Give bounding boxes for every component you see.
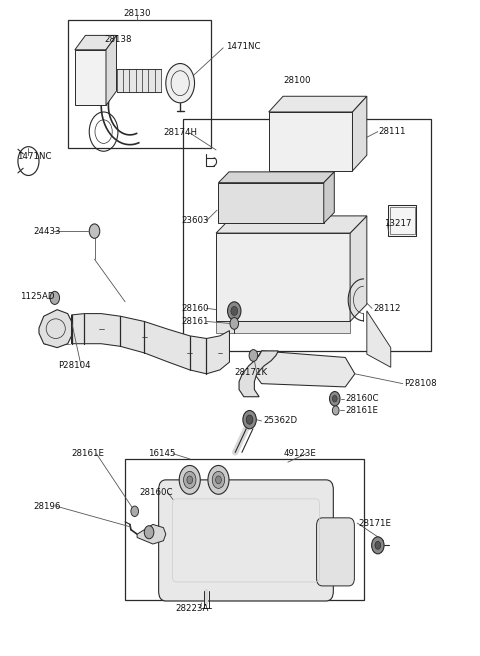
Circle shape bbox=[372, 537, 384, 554]
Text: 28161: 28161 bbox=[181, 317, 209, 326]
Text: 28174H: 28174H bbox=[163, 129, 197, 137]
Circle shape bbox=[375, 541, 381, 549]
Bar bbox=[388, 205, 416, 236]
Text: 28112: 28112 bbox=[373, 304, 400, 313]
Polygon shape bbox=[75, 35, 117, 50]
Circle shape bbox=[166, 64, 194, 103]
Bar bbox=[68, 20, 211, 148]
Circle shape bbox=[179, 466, 200, 494]
Polygon shape bbox=[367, 311, 391, 367]
Polygon shape bbox=[254, 351, 355, 387]
Bar bbox=[218, 182, 324, 223]
Text: 13217: 13217 bbox=[384, 218, 411, 228]
Circle shape bbox=[230, 318, 239, 329]
Bar bbox=[125, 459, 364, 600]
Text: P28104: P28104 bbox=[58, 361, 91, 371]
Text: 1125AD: 1125AD bbox=[20, 292, 54, 301]
Polygon shape bbox=[239, 351, 278, 397]
Text: 28223A: 28223A bbox=[175, 604, 209, 613]
Text: 28160: 28160 bbox=[181, 304, 209, 313]
Text: 28130: 28130 bbox=[123, 9, 151, 18]
Text: 23603: 23603 bbox=[181, 216, 209, 225]
Circle shape bbox=[228, 302, 241, 320]
Bar bbox=[80, 58, 101, 98]
Text: 16145: 16145 bbox=[148, 449, 176, 458]
Polygon shape bbox=[106, 35, 117, 106]
Text: 28138: 28138 bbox=[104, 35, 132, 45]
Bar bbox=[75, 50, 106, 106]
Polygon shape bbox=[324, 172, 334, 223]
Polygon shape bbox=[216, 216, 367, 233]
Text: 28160C: 28160C bbox=[140, 489, 173, 497]
Bar bbox=[269, 112, 352, 171]
Polygon shape bbox=[269, 96, 367, 112]
Text: 1471NC: 1471NC bbox=[17, 152, 52, 161]
Circle shape bbox=[187, 476, 192, 483]
Circle shape bbox=[249, 350, 258, 361]
Circle shape bbox=[329, 392, 340, 406]
Text: 1471NC: 1471NC bbox=[226, 42, 260, 51]
Text: 28161E: 28161E bbox=[72, 449, 105, 458]
Polygon shape bbox=[352, 96, 367, 171]
Polygon shape bbox=[218, 172, 334, 182]
Circle shape bbox=[332, 406, 339, 415]
Circle shape bbox=[243, 411, 256, 429]
Bar bbox=[390, 207, 415, 234]
Bar bbox=[216, 233, 350, 321]
Circle shape bbox=[144, 525, 154, 539]
Polygon shape bbox=[137, 524, 166, 544]
Text: 49123E: 49123E bbox=[283, 449, 316, 458]
Text: 28171E: 28171E bbox=[359, 519, 392, 527]
Text: 28111: 28111 bbox=[379, 127, 406, 136]
Circle shape bbox=[208, 466, 229, 494]
FancyBboxPatch shape bbox=[317, 518, 354, 586]
Circle shape bbox=[131, 506, 139, 516]
Polygon shape bbox=[350, 216, 367, 321]
Circle shape bbox=[212, 472, 225, 488]
Circle shape bbox=[231, 306, 238, 316]
Text: 28100: 28100 bbox=[284, 76, 311, 85]
Text: P28108: P28108 bbox=[404, 379, 436, 388]
Bar bbox=[182, 119, 432, 351]
Text: 28160C: 28160C bbox=[345, 394, 379, 403]
Circle shape bbox=[246, 415, 253, 424]
Text: 28161E: 28161E bbox=[345, 406, 378, 415]
Text: 28171K: 28171K bbox=[234, 368, 267, 377]
Circle shape bbox=[89, 224, 100, 238]
Text: 24433: 24433 bbox=[33, 226, 61, 236]
Circle shape bbox=[183, 472, 196, 488]
Polygon shape bbox=[216, 321, 350, 333]
Circle shape bbox=[50, 291, 60, 304]
Circle shape bbox=[332, 396, 337, 402]
Text: 28196: 28196 bbox=[33, 502, 60, 510]
Polygon shape bbox=[39, 310, 72, 348]
Circle shape bbox=[216, 476, 221, 483]
Text: 25362D: 25362D bbox=[263, 417, 297, 426]
Polygon shape bbox=[72, 314, 229, 374]
FancyBboxPatch shape bbox=[158, 480, 333, 601]
